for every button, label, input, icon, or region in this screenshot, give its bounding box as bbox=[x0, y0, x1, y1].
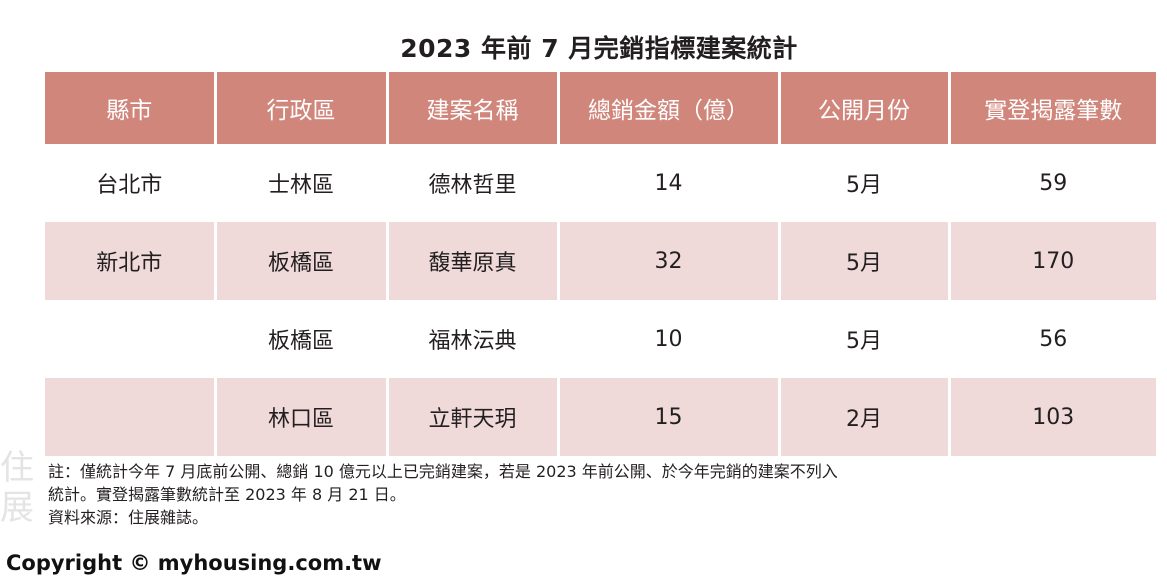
watermark-logo: 住展 bbox=[0, 448, 34, 528]
cell-launch-month: 2月 bbox=[779, 378, 951, 456]
table-header-row: 縣市 行政區 建案名稱 總銷金額（億） 公開月份 實登揭露筆數 bbox=[45, 72, 1156, 144]
footnote-line: 統計。實登揭露筆數統計至 2023 年 8 月 21 日。 bbox=[48, 485, 406, 504]
footnote-line: 註：僅統計今年 7 月底前公開、總銷 10 億元以上已完銷建案，若是 2023 … bbox=[48, 462, 838, 481]
column-header-district: 行政區 bbox=[215, 72, 389, 144]
table-row: 台北市 士林區 德林哲里 14 5月 59 bbox=[45, 144, 1156, 222]
cell-district: 板橋區 bbox=[215, 222, 389, 300]
cell-total-sales: 32 bbox=[558, 222, 781, 300]
cell-launch-month: 5月 bbox=[779, 222, 951, 300]
cell-district: 板橋區 bbox=[215, 300, 389, 378]
cell-city: 台北市 bbox=[45, 144, 217, 222]
page-title: 2023 年前 7 月完銷指標建案統計 bbox=[400, 34, 798, 63]
cell-project-name: 德林哲里 bbox=[387, 144, 560, 222]
table-row: 林口區 立軒天玥 15 2月 103 bbox=[45, 378, 1156, 456]
stats-table: 縣市 行政區 建案名稱 總銷金額（億） 公開月份 實登揭露筆數 台北市 士林區 … bbox=[45, 72, 1156, 456]
table-row: 板橋區 福林沄典 10 5月 56 bbox=[45, 300, 1156, 378]
cell-district: 林口區 bbox=[215, 378, 389, 456]
cell-project-name: 立軒天玥 bbox=[387, 378, 560, 456]
column-header-transaction-count: 實登揭露筆數 bbox=[949, 72, 1156, 144]
cell-city bbox=[45, 300, 217, 378]
copyright-label: Copyright © myhousing.com.tw bbox=[0, 540, 388, 586]
column-header-city: 縣市 bbox=[45, 72, 217, 144]
cell-launch-month: 5月 bbox=[779, 144, 951, 222]
column-header-project-name: 建案名稱 bbox=[387, 72, 560, 144]
footnote: 註：僅統計今年 7 月底前公開、總銷 10 億元以上已完銷建案，若是 2023 … bbox=[48, 460, 1163, 529]
cell-city bbox=[45, 378, 217, 456]
cell-transaction-count: 59 bbox=[949, 144, 1156, 222]
cell-project-name: 福林沄典 bbox=[387, 300, 560, 378]
cell-transaction-count: 170 bbox=[949, 222, 1156, 300]
cell-project-name: 馥華原真 bbox=[387, 222, 560, 300]
source-line: 資料來源：住展雜誌。 bbox=[48, 508, 209, 527]
cell-transaction-count: 56 bbox=[949, 300, 1156, 378]
cell-city: 新北市 bbox=[45, 222, 217, 300]
cell-total-sales: 15 bbox=[558, 378, 781, 456]
column-header-launch-month: 公開月份 bbox=[779, 72, 951, 144]
cell-district: 士林區 bbox=[215, 144, 389, 222]
cell-launch-month: 5月 bbox=[779, 300, 951, 378]
column-header-total-sales: 總銷金額（億） bbox=[558, 72, 781, 144]
cell-transaction-count: 103 bbox=[949, 378, 1156, 456]
table-row: 新北市 板橋區 馥華原真 32 5月 170 bbox=[45, 222, 1156, 300]
cell-total-sales: 10 bbox=[558, 300, 781, 378]
cell-total-sales: 14 bbox=[558, 144, 781, 222]
